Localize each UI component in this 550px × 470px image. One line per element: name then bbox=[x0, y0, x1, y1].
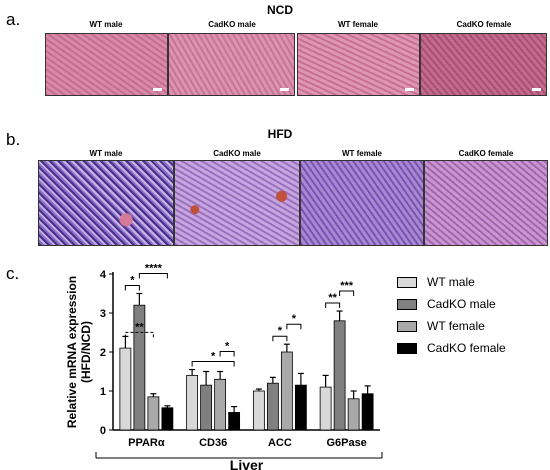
panel-a-label: a. bbox=[6, 10, 21, 29]
bar-cd36-series-3 bbox=[214, 378, 227, 431]
legend-item-wt-female: WT female bbox=[397, 315, 547, 337]
legend-label-wt-male: WT male bbox=[427, 275, 475, 289]
panel-a-condition-3: WT female bbox=[337, 20, 378, 29]
significance-label-7: ** bbox=[328, 292, 337, 304]
y-tick-label-0: 0 bbox=[100, 425, 106, 437]
bar-ppar-series-4 bbox=[161, 407, 174, 431]
ncd-cadko-female-histology-image bbox=[420, 33, 547, 96]
hfd-cadko-female-histology-image bbox=[424, 160, 548, 246]
panel-b-condition-2: CadKO male bbox=[213, 149, 261, 158]
bar-ppar-series-3 bbox=[147, 396, 160, 431]
legend-label-cadko-female: CadKO female bbox=[427, 341, 506, 355]
panel-b-condition-3: WT female bbox=[341, 149, 382, 158]
legend-item-cadko-female: CadKO female bbox=[397, 337, 547, 359]
significance-bracket-8 bbox=[339, 290, 355, 297]
bar-g6pase-series-2 bbox=[333, 320, 346, 431]
significance-bracket-3 bbox=[191, 361, 235, 367]
legend-swatch-wt-female bbox=[397, 320, 417, 332]
panel-a-title: NCD bbox=[267, 3, 293, 17]
panel-a-condition-4: CadKO female bbox=[456, 20, 512, 29]
significance-bracket-1 bbox=[138, 273, 168, 279]
panel-b-condition-1: WT male bbox=[89, 149, 123, 158]
x-axis-label: Liver bbox=[230, 457, 264, 470]
panel-a-condition-1: WT male bbox=[89, 20, 123, 29]
hfd-wt-male-histology-image bbox=[38, 160, 174, 246]
bar-acc-series-3 bbox=[280, 351, 293, 431]
legend-swatch-cadko-female bbox=[397, 342, 417, 354]
bar-g6pase-series-4 bbox=[361, 393, 374, 431]
x-tick-label-1: CD36 bbox=[199, 437, 227, 449]
bar-cd36-series-1 bbox=[186, 374, 199, 431]
bar-cd36-series-2 bbox=[200, 384, 213, 431]
significance-label-6: * bbox=[292, 313, 297, 325]
panel-b-title: HFD bbox=[267, 127, 293, 141]
significance-bracket-6 bbox=[286, 323, 302, 330]
significance-bracket-5 bbox=[272, 335, 288, 342]
significance-label-4: * bbox=[225, 341, 230, 353]
x-tick-label-2: ACC bbox=[268, 437, 292, 449]
panel-c-label: c. bbox=[6, 264, 20, 283]
bar-cd36-series-4 bbox=[228, 412, 241, 431]
significance-bracket-4 bbox=[219, 351, 235, 357]
y-axis-label-line-2: (HFD/NCD) bbox=[79, 321, 93, 383]
x-tick-label-3: G6Pase bbox=[326, 437, 366, 449]
significance-label-5: * bbox=[278, 325, 283, 337]
x-tick-label-0: PPARα bbox=[128, 437, 165, 449]
panel-a-condition-2: CadKO male bbox=[208, 20, 256, 29]
bar-g6pase-series-1 bbox=[319, 386, 332, 431]
significance-label-0: * bbox=[130, 275, 135, 287]
legend-swatch-wt-male bbox=[397, 276, 417, 288]
y-tick-label-2: 2 bbox=[100, 347, 106, 359]
y-tick-label-3: 3 bbox=[100, 308, 106, 320]
panel-b-label: b. bbox=[6, 130, 21, 149]
significance-label-3: * bbox=[211, 351, 216, 363]
bar-acc-series-1 bbox=[252, 390, 265, 431]
legend-item-cadko-male: CadKO male bbox=[397, 293, 547, 315]
hfd-wt-female-histology-image bbox=[300, 160, 424, 246]
significance-label-1: **** bbox=[145, 263, 163, 275]
significance-bracket-7 bbox=[325, 302, 341, 309]
ncd-wt-male-histology-image bbox=[45, 33, 168, 96]
legend-label-wt-female: WT female bbox=[427, 319, 485, 333]
bar-g6pase-series-3 bbox=[347, 398, 360, 431]
legend-swatch-cadko-male bbox=[397, 298, 417, 310]
chart-legend: WT male CadKO male WT female CadKO femal… bbox=[397, 271, 547, 359]
legend-item-wt-male: WT male bbox=[397, 271, 547, 293]
significance-label-2: ** bbox=[135, 321, 144, 333]
bar-acc-series-2 bbox=[266, 382, 279, 431]
y-tick-label-1: 1 bbox=[100, 386, 106, 398]
legend-label-cadko-male: CadKO male bbox=[427, 297, 496, 311]
bar-acc-series-4 bbox=[294, 384, 307, 431]
significance-bracket-0 bbox=[124, 285, 140, 291]
y-tick-label-4: 4 bbox=[100, 269, 107, 281]
ncd-wt-female-histology-image bbox=[297, 33, 420, 96]
y-axis-label-line-1: Relative mRNA expression bbox=[65, 276, 79, 428]
hfd-cadko-male-histology-image bbox=[174, 160, 300, 246]
bar-ppar-series-1 bbox=[119, 347, 132, 431]
significance-label-8: *** bbox=[340, 280, 354, 292]
significance-bracket-2 bbox=[124, 331, 154, 338]
ncd-cadko-male-histology-image bbox=[168, 33, 295, 96]
panel-b-condition-4: CadKO female bbox=[458, 149, 514, 158]
